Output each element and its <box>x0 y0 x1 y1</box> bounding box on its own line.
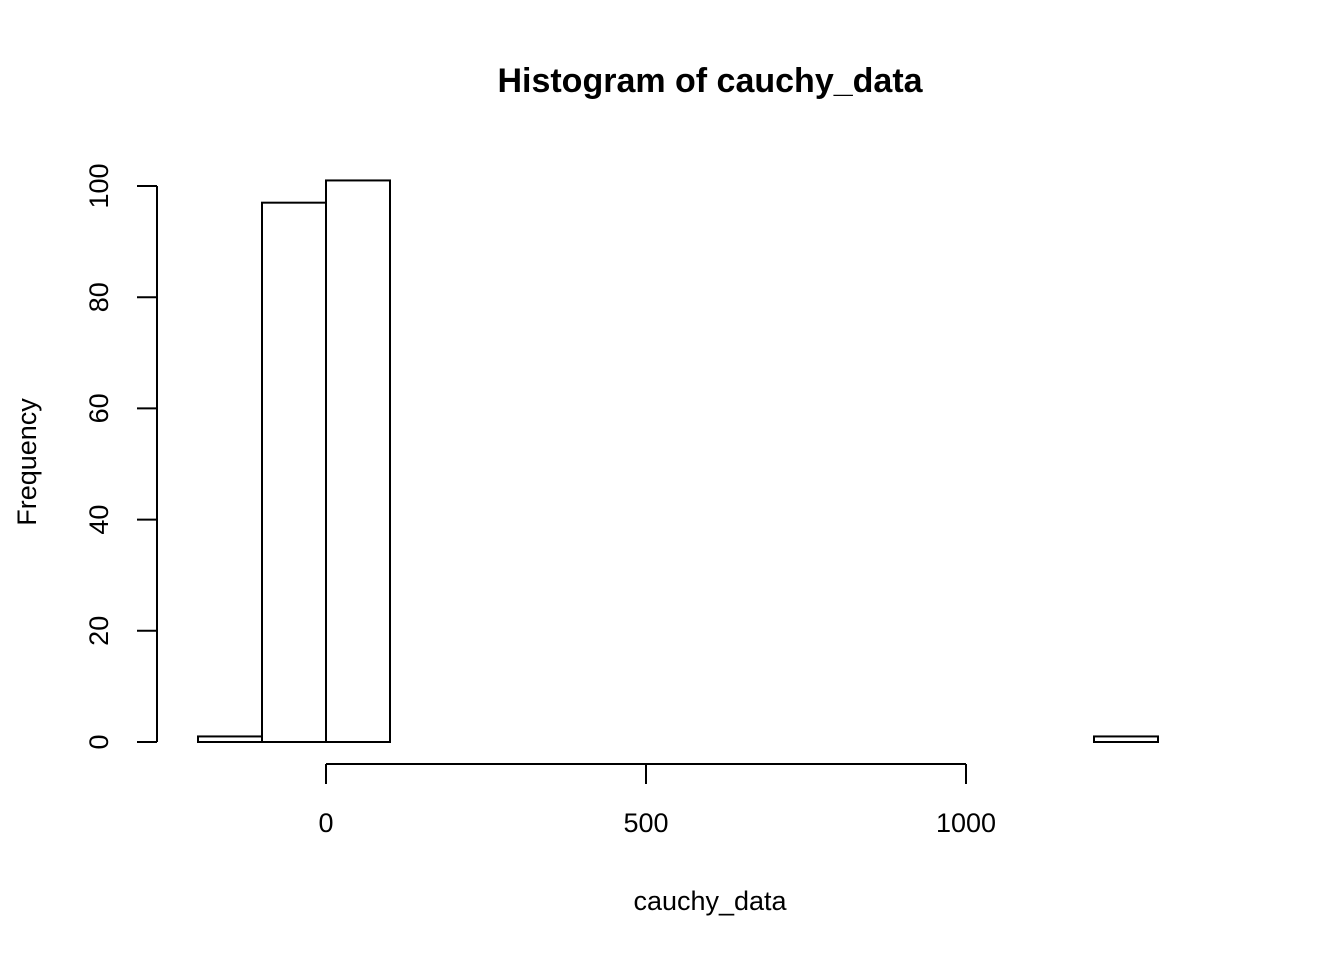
histogram-bar <box>325 179 391 743</box>
y-tick-label: 20 <box>84 616 114 646</box>
x-tick-label: 0 <box>318 808 333 838</box>
y-tick-label: 80 <box>84 282 114 312</box>
y-tick-label: 40 <box>84 505 114 535</box>
histogram-bar <box>197 735 263 744</box>
y-tick-label: 100 <box>84 163 114 208</box>
y-tick-label: 0 <box>84 734 114 749</box>
y-axis-label: Frequency <box>12 398 42 526</box>
y-tick-label: 60 <box>84 393 114 423</box>
x-tick-label: 1000 <box>936 808 996 838</box>
histogram-bar <box>1093 735 1159 744</box>
chart-title: Histogram of cauchy_data <box>497 62 923 100</box>
x-axis-label: cauchy_data <box>633 886 787 916</box>
x-tick-label: 500 <box>623 808 668 838</box>
histogram-bar <box>261 201 327 743</box>
